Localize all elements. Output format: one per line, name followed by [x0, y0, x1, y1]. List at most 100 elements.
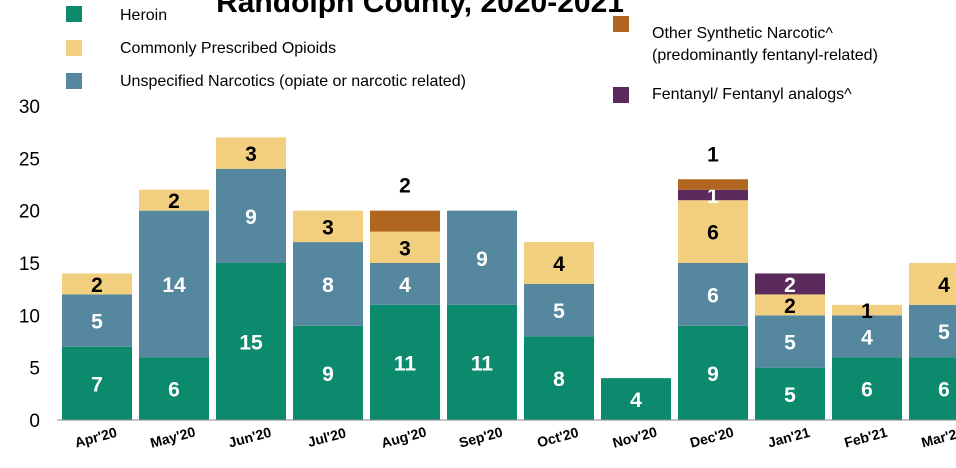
bar-segment	[832, 357, 902, 420]
bar-segment	[62, 346, 132, 420]
value-label: 8	[553, 368, 565, 391]
bar-segment	[139, 357, 209, 420]
bar-segment	[524, 336, 594, 420]
bar-segment	[755, 273, 825, 295]
value-label: 1	[707, 185, 719, 208]
x-tick-label: Jul'20	[306, 424, 348, 450]
bar-segment	[678, 263, 748, 326]
value-label: 2	[91, 274, 103, 297]
bar-segment	[139, 210, 209, 358]
bar-segment	[601, 378, 671, 420]
y-tick-label: 15	[19, 254, 40, 275]
y-tick-label: 25	[19, 149, 40, 170]
bar-segment	[62, 273, 132, 295]
bar-segment	[524, 283, 594, 337]
legend-swatch	[66, 73, 82, 89]
bar-segment	[447, 304, 517, 420]
value-label: 9	[476, 248, 488, 271]
value-label: 5	[784, 384, 796, 407]
y-tick-label: 0	[29, 411, 40, 432]
legend-swatch	[613, 16, 629, 32]
value-label: 3	[399, 237, 411, 260]
value-label: 3	[245, 143, 257, 166]
bar-segment	[447, 210, 517, 305]
value-label: 9	[707, 363, 719, 386]
value-label: 2	[399, 175, 411, 198]
value-label: 4	[399, 274, 411, 297]
legend-swatch	[66, 40, 82, 56]
x-tick-label: Apr'20	[73, 424, 119, 451]
bar-segment	[909, 304, 956, 358]
value-label: 2	[784, 274, 796, 297]
bar-segment	[832, 315, 902, 358]
value-label: 6	[168, 379, 180, 402]
y-tick-label: 5	[29, 359, 40, 380]
bar-segment	[678, 189, 748, 201]
legend-label: Other Synthetic Narcotic^ (predominantly …	[652, 25, 878, 64]
value-label: 3	[322, 216, 334, 239]
bar-segment	[755, 315, 825, 368]
y-tick-label: 30	[19, 97, 40, 118]
legend-label: Commonly Prescribed Opioids	[120, 40, 336, 57]
x-tick-label: May'20	[148, 423, 197, 450]
bar-segment	[216, 168, 286, 263]
legend-label: Unspecified Narcotics (opiate or narcoti…	[120, 73, 466, 90]
bar-segment	[139, 189, 209, 211]
value-label: 5	[938, 321, 950, 344]
bar-segment	[370, 231, 440, 263]
x-tick-label: Feb'21	[842, 424, 889, 451]
value-label: 11	[471, 352, 494, 375]
x-tick-label: Dec'20	[688, 424, 735, 451]
legend-swatch	[66, 6, 82, 22]
chart-title: Randolph County, 2020-2021	[216, 0, 624, 19]
bar-segment	[678, 325, 748, 420]
bar-segment	[524, 242, 594, 284]
bar-segment	[216, 263, 286, 420]
legend-swatch	[613, 87, 629, 103]
bar-segment	[293, 242, 363, 326]
value-label: 6	[707, 284, 719, 307]
y-tick-label: 20	[19, 202, 40, 223]
bar-segment	[216, 137, 286, 169]
value-label: 9	[322, 363, 334, 386]
value-label: 6	[707, 222, 719, 245]
bar-segment	[678, 179, 748, 190]
value-label: 5	[91, 311, 103, 334]
value-label: 14	[162, 274, 186, 297]
x-tick-label: Sep'20	[457, 424, 504, 451]
value-label: 4	[553, 253, 565, 276]
x-tick-label: Jun'20	[226, 424, 273, 451]
bar-segment	[909, 263, 956, 305]
bar-segment	[370, 304, 440, 420]
value-label: 11	[394, 352, 417, 375]
bar-segment	[832, 304, 902, 316]
bar-segment	[293, 325, 363, 420]
bar-segment	[909, 357, 956, 420]
bar-segment	[370, 210, 440, 232]
x-tick-label: Oct'20	[535, 424, 580, 450]
value-label: 9	[245, 206, 257, 229]
value-label: 4	[630, 389, 642, 412]
legend-label: Heroin	[120, 7, 167, 24]
value-label: 4	[861, 326, 873, 349]
value-label: 2	[168, 190, 180, 213]
value-label: 8	[322, 274, 334, 297]
value-label: 7	[91, 373, 103, 396]
value-label: 5	[553, 300, 565, 323]
value-label: 6	[938, 379, 950, 402]
legend-label: Fentanyl/ Fentanyl analogs^	[652, 86, 852, 103]
x-tick-label: Jan'21	[766, 424, 812, 451]
value-label: 6	[861, 379, 873, 402]
value-label: 2	[784, 295, 796, 318]
bar-segment	[755, 294, 825, 316]
value-label: 5	[784, 332, 796, 355]
value-label: 1	[861, 300, 873, 323]
bar-segment	[370, 263, 440, 305]
x-tick-label: Mar'21	[919, 424, 956, 451]
x-tick-label: Nov'20	[611, 424, 659, 451]
bar-segment	[755, 367, 825, 420]
value-label: 1	[707, 143, 719, 166]
bar-segment	[293, 210, 363, 243]
bar-segment	[62, 294, 132, 347]
